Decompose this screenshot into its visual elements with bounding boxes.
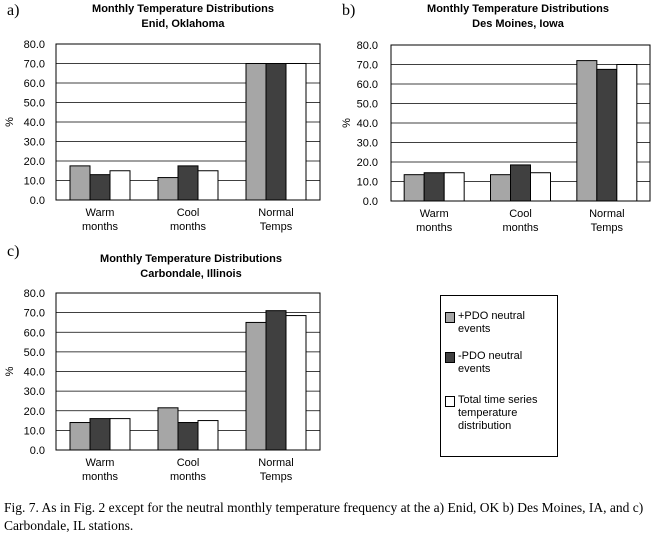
- chart-3-panel-label: c): [7, 243, 19, 260]
- chart-3-bar: [69, 422, 91, 451]
- chart-2-xtick-label: Cool: [509, 208, 532, 220]
- chart-1-bar: [197, 170, 219, 201]
- chart-3-ytick-label: 10.0: [24, 425, 45, 437]
- chart-2-bar: [443, 172, 465, 202]
- chart-3-ytick-label: 30.0: [24, 386, 45, 398]
- chart-2-bar: [530, 172, 551, 202]
- chart-3-ytick-label: 80.0: [24, 288, 45, 300]
- chart-3-xtick-label: months: [82, 471, 119, 483]
- chart-2-xtick-label: Warm: [420, 208, 449, 220]
- chart-2-ytick-label: 10.0: [357, 177, 378, 189]
- chart-2-bar: [596, 68, 618, 202]
- chart-2-xtick-label: Normal: [589, 208, 624, 220]
- chart-1-ytick-label: 40.0: [24, 117, 45, 129]
- chart-1-ytick-label: 50.0: [24, 98, 45, 110]
- chart-3-ytick-label: 70.0: [24, 308, 45, 320]
- chart-1-subtitle: Enid, Oklahoma: [141, 18, 225, 30]
- chart-1-ytick-label: 80.0: [24, 39, 45, 51]
- chart-1-ylabel: %: [4, 117, 16, 127]
- chart-2-ytick-label: 60.0: [357, 79, 378, 91]
- chart-3-bar: [285, 315, 307, 451]
- chart-2-ytick-label: 40.0: [357, 118, 378, 130]
- legend-label-plus-pdo: +PDO neutral events: [458, 310, 525, 335]
- chart-2-xtick-label: months: [416, 222, 453, 234]
- chart-1-bar: [157, 177, 179, 201]
- chart-1-bar: [69, 165, 91, 201]
- legend-swatch-total: [445, 396, 455, 407]
- chart-2-xtick-label: months: [502, 222, 539, 234]
- chart-1-xtick-label: months: [82, 221, 119, 233]
- chart-1-ytick-label: 20.0: [24, 156, 45, 168]
- chart-1-title: Monthly Temperature Distributions: [92, 3, 274, 15]
- chart-3-bar: [197, 420, 219, 451]
- chart-3-bar: [89, 418, 111, 451]
- chart-3-ytick-label: 60.0: [24, 327, 45, 339]
- chart-2-xtick-label: Temps: [591, 222, 624, 234]
- legend-item-total: Total time series temperature distributi…: [445, 394, 554, 433]
- chart-3-ytick-label: 0.0: [30, 445, 45, 457]
- chart-1-panel-label: a): [7, 2, 19, 19]
- chart-2-bar: [616, 64, 638, 202]
- chart-1-bar: [109, 170, 131, 201]
- chart-2-subtitle: Des Moines, Iowa: [472, 18, 565, 30]
- legend-label-minus-pdo: -PDO neutral events: [458, 350, 523, 375]
- chart-2-ytick-label: 50.0: [357, 99, 378, 111]
- chart-1-bar: [89, 174, 111, 201]
- chart-1-xtick-label: Temps: [260, 221, 293, 233]
- legend-label-total: Total time series temperature distributi…: [458, 394, 538, 432]
- legend-item-plus-pdo: +PDO neutral events: [445, 310, 554, 336]
- chart-3-ylabel: %: [4, 366, 16, 376]
- chart-3-bar: [177, 422, 199, 451]
- chart-1-ytick-label: 10.0: [24, 176, 45, 188]
- chart-3-xtick-label: Cool: [177, 457, 200, 469]
- chart-3-ytick-label: 20.0: [24, 406, 45, 418]
- chart-1-ytick-label: 70.0: [24, 59, 45, 71]
- chart-3-ytick-label: 40.0: [24, 367, 45, 379]
- chart-3-title: Monthly Temperature Distributions: [100, 253, 282, 265]
- chart-3-xtick-label: Normal: [258, 457, 293, 469]
- chart-2-bar: [576, 60, 598, 202]
- chart-1-bar: [285, 63, 307, 201]
- chart-3-xtick-label: months: [170, 471, 207, 483]
- chart-3-ytick-label: 50.0: [24, 347, 45, 359]
- chart-3-subtitle: Carbondale, Illinois: [140, 268, 241, 280]
- figure-caption: Fig. 7. As in Fig. 2 except for the neut…: [4, 500, 644, 533]
- chart-1-ytick-label: 0.0: [30, 195, 45, 207]
- chart-3-xtick-label: Temps: [260, 471, 293, 483]
- chart-2-ylabel: %: [341, 118, 353, 128]
- chart-1-bar: [177, 165, 199, 201]
- chart-2-bar: [490, 174, 511, 202]
- chart-3-bar: [157, 407, 179, 451]
- chart-3-bar: [245, 321, 267, 451]
- chart-1-ytick-label: 60.0: [24, 78, 45, 90]
- chart-3-xtick-label: Warm: [86, 457, 115, 469]
- chart-1-xtick-label: Warm: [86, 207, 115, 219]
- chart-2-ytick-label: 20.0: [357, 157, 378, 169]
- chart-3-bar: [265, 310, 287, 451]
- legend-swatch-plus-pdo: [445, 312, 455, 323]
- chart-2-title: Monthly Temperature Distributions: [427, 3, 609, 15]
- legend-swatch-minus-pdo: [445, 352, 455, 363]
- chart-1-xtick-label: Cool: [177, 207, 200, 219]
- chart-1-ytick-label: 30.0: [24, 137, 45, 149]
- chart-1-xtick-label: Normal: [258, 207, 293, 219]
- chart-2-ytick-label: 70.0: [357, 60, 378, 72]
- chart-2-bar: [510, 164, 531, 202]
- chart-2-ytick-label: 0.0: [363, 196, 378, 208]
- chart-1-bar: [245, 63, 267, 201]
- chart-2-panel-label: b): [342, 2, 355, 19]
- chart-legend: +PDO neutral events -PDO neutral events …: [440, 295, 558, 457]
- chart-1-xtick-label: months: [170, 221, 207, 233]
- chart-2-bar: [403, 174, 425, 202]
- chart-2-ytick-label: 30.0: [357, 138, 378, 150]
- chart-2-bar: [423, 172, 445, 202]
- legend-item-minus-pdo: -PDO neutral events: [445, 350, 554, 376]
- chart-1-bar: [265, 63, 287, 201]
- chart-2-ytick-label: 80.0: [357, 40, 378, 52]
- chart-3-bar: [109, 418, 131, 451]
